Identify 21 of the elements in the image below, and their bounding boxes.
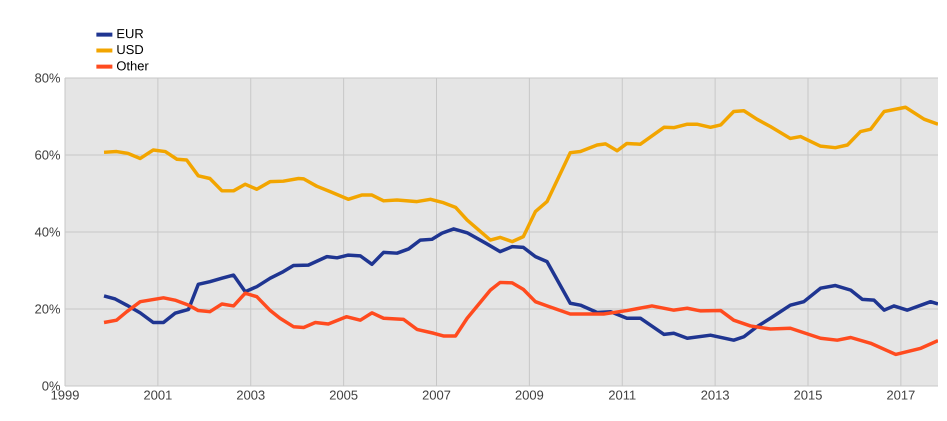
x-tick-label: 2017	[887, 390, 915, 400]
x-tick-label: 2009	[516, 390, 544, 400]
x-tick-label: 2005	[330, 390, 358, 400]
y-tick-label: 60%	[35, 150, 60, 160]
line-series	[102, 280, 938, 356]
line-series	[102, 227, 938, 342]
x-tick-label: 2001	[144, 390, 172, 400]
legend-label: USD	[117, 44, 144, 54]
x-tick-label: 2013	[701, 390, 729, 400]
x-tick-label: 2007	[422, 390, 450, 400]
y-tick-label: 40%	[34, 227, 60, 237]
x-tick-label: 1999	[52, 390, 79, 400]
x-tick-label: 2011	[608, 390, 636, 400]
y-tick-label: 0%	[42, 381, 60, 391]
legend-label: Other	[116, 60, 149, 70]
line-series	[102, 106, 938, 244]
x-tick-label: 2015	[794, 390, 822, 400]
y-tick-label: 80%	[35, 73, 60, 83]
x-tick-label: 2003	[237, 390, 265, 400]
y-tick-label: 20%	[35, 304, 60, 314]
legend-label: EUR	[117, 29, 144, 38]
